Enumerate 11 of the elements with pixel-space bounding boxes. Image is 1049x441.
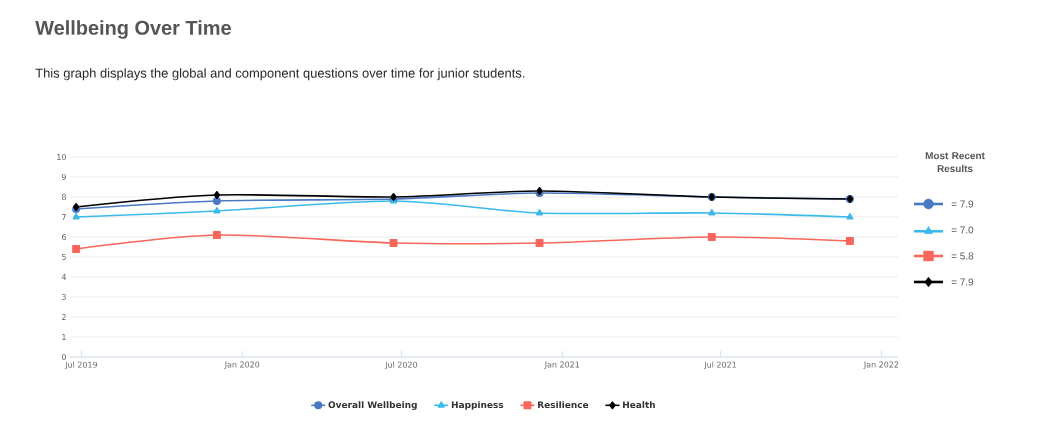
legend-title: Most Recent Results bbox=[925, 152, 985, 173]
chart-title: Wellbeing Over Time bbox=[35, 20, 231, 39]
legend-label: Overall Wellbeing bbox=[328, 401, 417, 410]
legend-label: Health bbox=[623, 401, 655, 409]
legend-label: Resilience bbox=[538, 401, 589, 409]
chart-subtitle: This graph displays the global and component questions over time for junior students. bbox=[35, 68, 525, 81]
text: = 5.8 bbox=[951, 252, 974, 260]
text: = 7.9 bbox=[951, 200, 974, 208]
legend-label: Happiness bbox=[451, 401, 504, 410]
text: = 7.0 bbox=[951, 226, 974, 234]
text: = 7.9 bbox=[951, 278, 974, 286]
